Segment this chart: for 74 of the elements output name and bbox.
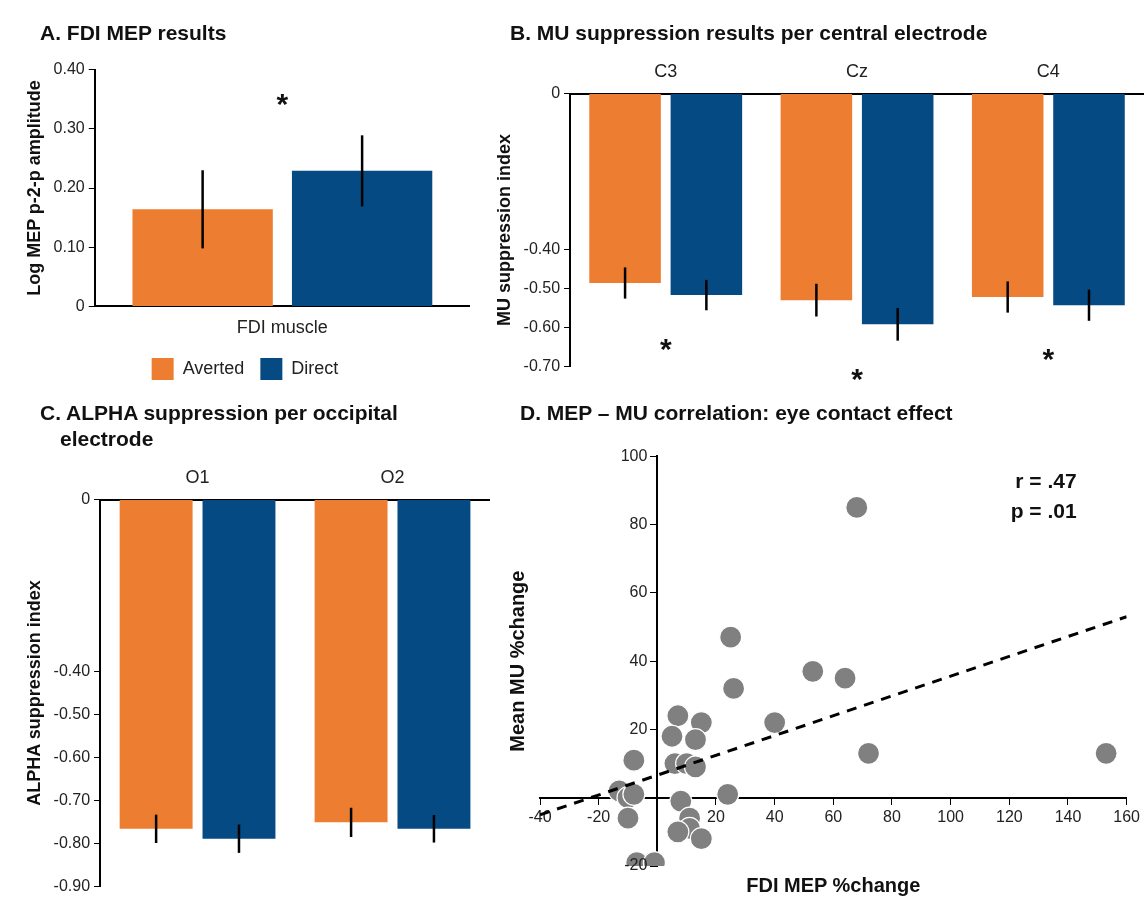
x-tick-label: -20 — [587, 807, 611, 825]
y-tick-label: 0.20 — [53, 178, 85, 196]
point — [801, 659, 825, 683]
annotation: * — [276, 86, 289, 120]
point — [833, 666, 857, 690]
chart-title: D. MEP – MU correlation: eye contact effect — [520, 400, 954, 426]
annotation: * — [659, 331, 672, 365]
x-tick-label: 160 — [1113, 807, 1141, 825]
annotation: * — [1042, 342, 1055, 376]
point — [719, 625, 743, 649]
x-tick-label: O2 — [380, 466, 405, 487]
y-tick-label: -0.90 — [53, 876, 91, 894]
y-tick-label: -0.70 — [523, 356, 561, 374]
x-axis-title: FDI MEP %change — [746, 873, 921, 896]
x-tick-label: 40 — [765, 807, 784, 825]
y-tick-label: -20 — [624, 856, 648, 874]
x-tick-label: O1 — [185, 466, 210, 487]
annotation: r = .47 — [1015, 469, 1077, 492]
y-tick-label: 40 — [629, 651, 648, 669]
x-tick-label: 80 — [883, 807, 901, 825]
y-tick-label: -0.50 — [53, 704, 91, 722]
point — [683, 728, 708, 752]
y-tick-label: 0.40 — [53, 60, 85, 78]
point — [856, 741, 881, 765]
y-axis-title: Mean MU %change — [505, 570, 528, 752]
annotation: * — [851, 361, 864, 395]
point — [716, 782, 740, 806]
y-tick-label: -0.50 — [523, 278, 561, 296]
x-tick-label: 100 — [937, 807, 965, 825]
point — [666, 820, 690, 844]
y-tick-label: 20 — [629, 719, 648, 737]
y-tick-label: 0.30 — [53, 119, 85, 137]
point — [763, 710, 787, 735]
x-tick-label: 120 — [995, 807, 1023, 825]
y-tick-label: -0.40 — [523, 239, 561, 257]
point — [669, 789, 693, 813]
x-tick-label: 140 — [1054, 807, 1082, 825]
x-tick-label: FDI muscle — [236, 317, 328, 338]
y-tick-label: -0.80 — [53, 833, 91, 851]
y-tick-label: 80 — [629, 514, 648, 532]
chart-title: C. ALPHA suppression per occipital electrode — [40, 400, 399, 452]
y-tick-label: -0.60 — [53, 747, 91, 765]
annotation: p = .01 — [1010, 499, 1077, 522]
y-tick-label: 0 — [75, 296, 85, 314]
point — [689, 827, 713, 851]
y-tick-label: 0.10 — [53, 237, 85, 255]
x-tick-label: C4 — [1036, 60, 1060, 81]
y-tick-label: 60 — [629, 583, 648, 601]
point — [622, 748, 646, 772]
point — [616, 806, 640, 830]
point — [1094, 741, 1118, 765]
y-tick-label: -0.70 — [53, 790, 91, 808]
point — [622, 782, 646, 806]
chart-title: A. FDI MEP results — [40, 20, 228, 46]
y-axis-title: ALPHA suppression index — [23, 580, 44, 806]
x-tick-label: 60 — [824, 807, 843, 825]
point — [722, 676, 746, 701]
point — [660, 724, 684, 748]
y-axis-title: Log MEP p-2-p amplitude — [23, 80, 44, 296]
x-tick-label: C3 — [654, 60, 678, 81]
legend-label: Direct — [291, 357, 339, 378]
y-tick-label: -0.40 — [53, 661, 91, 679]
point — [683, 755, 708, 779]
y-tick-label: 100 — [620, 446, 648, 464]
point — [845, 495, 869, 520]
y-tick-label: 0 — [551, 84, 561, 102]
point — [666, 704, 690, 728]
x-tick-label: Cz — [846, 60, 869, 81]
chart-title: B. MU suppression results per central electrode — [510, 20, 989, 46]
x-tick-label: 20 — [707, 807, 725, 825]
y-tick-label: -0.60 — [523, 317, 561, 335]
y-tick-label: 0 — [81, 490, 91, 508]
legend-label: Averted — [182, 357, 245, 378]
y-axis-title: MU suppression index — [493, 133, 514, 327]
